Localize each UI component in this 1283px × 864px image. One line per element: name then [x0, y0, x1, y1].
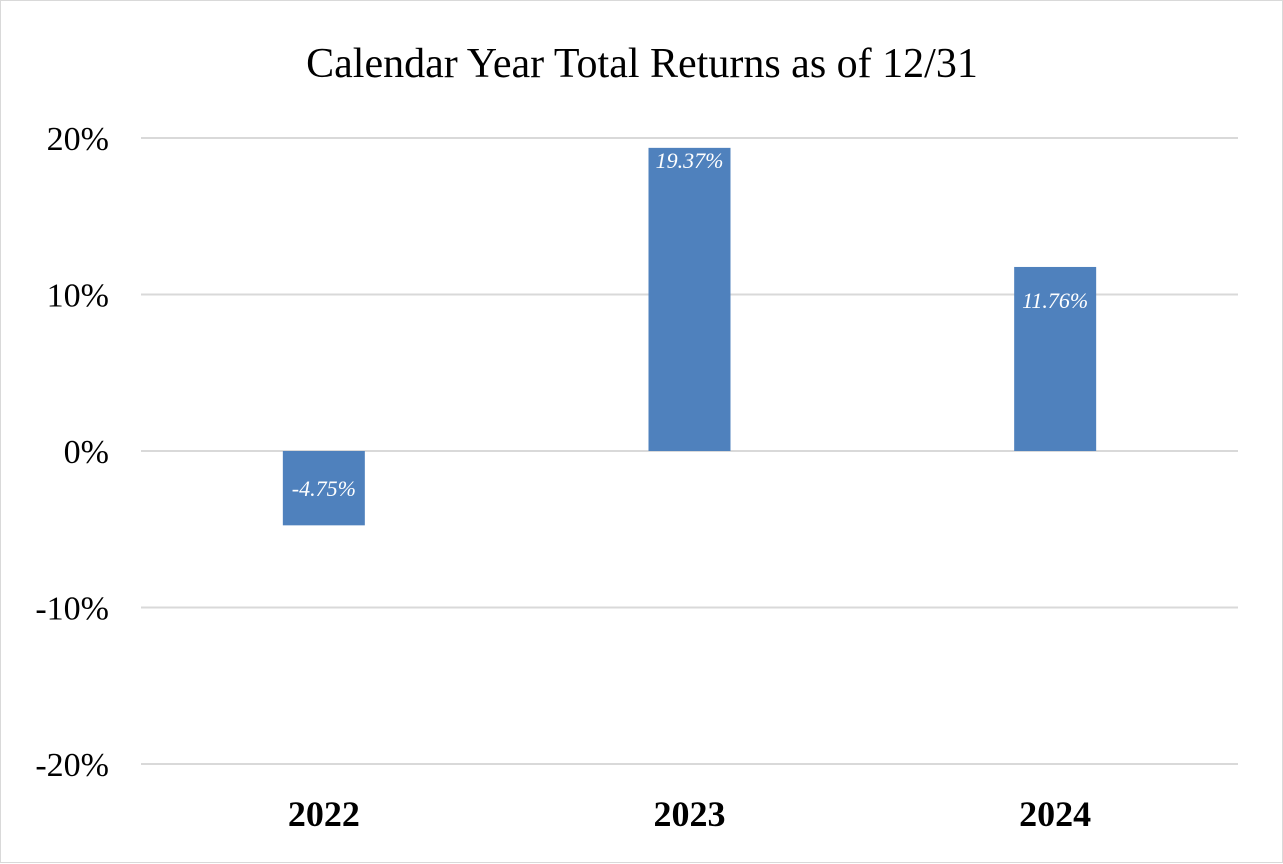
bar-2022 [282, 451, 365, 526]
y-tick-label: 10% [47, 278, 109, 315]
chart-title: Calendar Year Total Returns as of 12/31 [306, 41, 978, 87]
data-label: 19.37% [656, 148, 724, 173]
bars [282, 147, 1097, 526]
y-tick-label: 20% [47, 121, 109, 158]
y-axis-ticks: 20% 10% 0% -10% -20% [35, 121, 109, 784]
y-tick-label: 0% [64, 434, 109, 471]
data-labels: -4.75% 19.37% 11.76% [292, 148, 1089, 501]
data-label: 11.76% [1022, 288, 1088, 313]
bar-2024 [1014, 266, 1097, 451]
x-axis-ticks: 2022 2023 2024 [288, 794, 1091, 834]
y-tick-label: -20% [35, 747, 109, 784]
x-tick-label: 2023 [654, 794, 726, 834]
bar-2023 [648, 147, 731, 451]
data-label: -4.75% [292, 476, 356, 501]
y-tick-label: -10% [35, 591, 109, 628]
x-tick-label: 2022 [288, 794, 360, 834]
x-tick-label: 2024 [1019, 794, 1091, 834]
